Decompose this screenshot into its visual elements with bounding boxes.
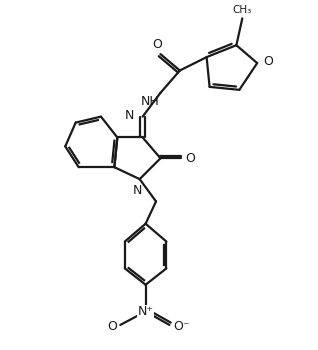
Text: O: O <box>107 320 117 333</box>
Text: N⁺: N⁺ <box>138 305 154 318</box>
Text: O⁻: O⁻ <box>173 320 190 333</box>
Text: O: O <box>152 37 162 50</box>
Text: N: N <box>125 109 134 122</box>
Text: CH₃: CH₃ <box>233 5 252 15</box>
Text: N: N <box>133 184 142 197</box>
Text: NH: NH <box>140 95 159 108</box>
Text: O: O <box>264 55 273 68</box>
Text: O: O <box>185 152 195 165</box>
